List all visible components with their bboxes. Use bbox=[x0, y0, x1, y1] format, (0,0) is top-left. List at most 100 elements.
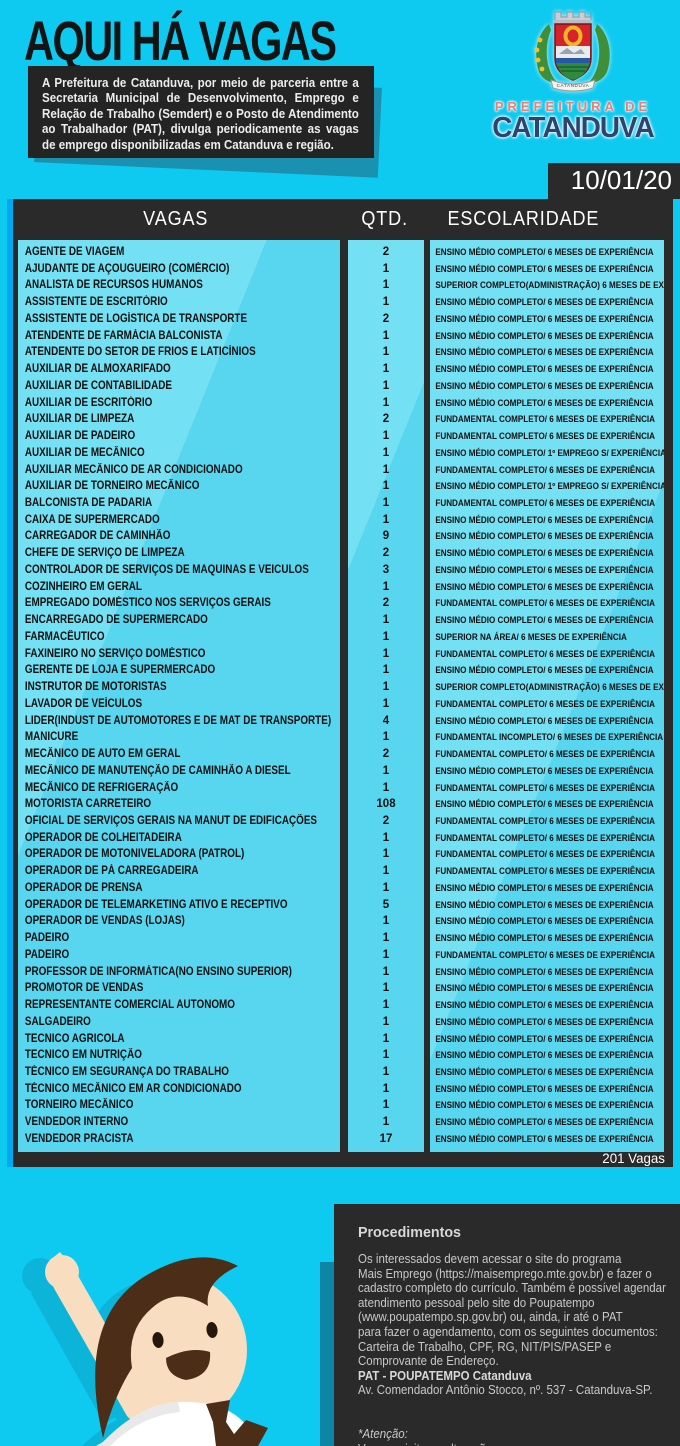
job-title-cell: MECÂNICO DE MANUTENÇÃO DE CAMINHÃO A DIE… bbox=[24, 764, 291, 777]
job-title-cell: FARMACÊUTICO bbox=[24, 630, 105, 643]
job-title-cell: AUXILIAR DE ESCRITÓRIO bbox=[24, 396, 153, 409]
education-cell: ENSINO MÉDIO COMPLETO/ 6 MESES DE EXPERI… bbox=[435, 397, 654, 408]
education-cell: ENSINO MÉDIO COMPLETO/ 6 MESES DE EXPERI… bbox=[435, 330, 654, 341]
job-title-cell: CARREGADOR DE CAMINHÃO bbox=[24, 530, 171, 543]
pat-poupatempo-label: PAT - POUPATEMPO Catanduva bbox=[358, 1368, 532, 1383]
quantity-cell: 1 bbox=[382, 982, 390, 995]
job-title-cell: TECNICO EM NUTRIÇÃO bbox=[24, 1049, 142, 1062]
job-title-cell: MOTORISTA CARRETEIRO bbox=[24, 798, 152, 811]
job-title-cell: FAXINEIRO NO SERVIÇO DOMÉSTICO bbox=[24, 647, 206, 660]
job-title-cell: TÉCNICO MECÂNICO EM AR CONDICIONADO bbox=[24, 1082, 242, 1095]
quantity-cell: 17 bbox=[379, 1132, 393, 1145]
education-cell: FUNDAMENTAL COMPLETO/ 6 MESES DE EXPERIÊ… bbox=[435, 832, 656, 843]
quantity-cell: 1 bbox=[382, 915, 390, 928]
quantity-cell: 2 bbox=[382, 246, 390, 258]
quantity-cell: 1 bbox=[382, 346, 390, 359]
job-title-cell: OPERADOR DE VENDAS (LOJAS) bbox=[24, 915, 185, 928]
quantity-cell: 1 bbox=[382, 681, 390, 694]
education-cell: ENSINO MÉDIO COMPLETO/ 6 MESES DE EXPERI… bbox=[435, 899, 654, 910]
education-cell: FUNDAMENTAL COMPLETO/ 6 MESES DE EXPERIÊ… bbox=[435, 749, 656, 760]
procedures-line: Mais Emprego (https://maisemprego.mte.go… bbox=[358, 1266, 652, 1281]
quantity-cell: 1 bbox=[382, 480, 390, 493]
quantity-cell: 1 bbox=[382, 1032, 390, 1045]
job-title-cell: REPRESENTANTE COMERCIAL AUTONOMO bbox=[24, 999, 235, 1012]
education-cell: FUNDAMENTAL COMPLETO/ 6 MESES DE EXPERIÊ… bbox=[435, 598, 656, 609]
quantity-cell: 5 bbox=[382, 898, 390, 911]
job-title-cell: INSTRUTOR DE MOTORISTAS bbox=[24, 681, 167, 694]
job-title-cell: CHEFE DE SERVIÇO DE LIMPEZA bbox=[24, 547, 185, 560]
quantity-cell: 1 bbox=[382, 999, 390, 1012]
quantity-cell: 2 bbox=[382, 547, 390, 560]
education-cell: FUNDAMENTAL COMPLETO/ 6 MESES DE EXPERIÊ… bbox=[435, 464, 656, 475]
quantity-cell: 1 bbox=[382, 1116, 390, 1129]
job-title-cell: VENDEDOR INTERNO bbox=[24, 1116, 129, 1129]
education-cell: FUNDAMENTAL COMPLETO/ 6 MESES DE EXPERIÊ… bbox=[435, 698, 656, 709]
job-title-cell: ATENDENTE DO SETOR DE FRIOS E LATICÍNIOS bbox=[24, 346, 256, 359]
education-cell: FUNDAMENTAL COMPLETO/ 6 MESES DE EXPERIÊ… bbox=[435, 866, 656, 877]
job-title-cell: AJUDANTE DE AÇOUGUEIRO (COMÉRCIO) bbox=[24, 262, 230, 275]
procedures-panel: Procedimentos Os interessados devem aces… bbox=[334, 1204, 680, 1446]
job-title-cell: OPERADOR DE MOTONIVELADORA (PATROL) bbox=[24, 848, 245, 861]
education-cell: ENSINO MÉDIO COMPLETO/ 6 MESES DE EXPERI… bbox=[435, 765, 654, 776]
quantity-cell: 1 bbox=[382, 1065, 390, 1078]
quantity-cell: 1 bbox=[382, 446, 390, 459]
job-title-cell: ASSISTENTE DE ESCRITÓRIO bbox=[24, 296, 168, 309]
job-title-cell: TECNICO AGRICOLA bbox=[24, 1032, 125, 1045]
job-title-cell: MECÂNICO DE AUTO EM GERAL bbox=[24, 748, 181, 761]
quantity-cell: 1 bbox=[382, 881, 390, 894]
quantity-cell: 2 bbox=[382, 814, 390, 827]
education-column: ENSINO MÉDIO COMPLETO/ 6 MESES DE EXPERI… bbox=[430, 240, 664, 1152]
education-cell: ENSINO MÉDIO COMPLETO/ 6 MESES DE EXPERI… bbox=[435, 1133, 654, 1144]
job-title-cell: MANICURE bbox=[24, 731, 79, 744]
quantity-cell: 2 bbox=[382, 597, 390, 610]
education-cell: ENSINO MÉDIO COMPLETO/ 6 MESES DE EXPERI… bbox=[435, 615, 654, 626]
education-cell: FUNDAMENTAL COMPLETO/ 6 MESES DE EXPERIÊ… bbox=[435, 949, 656, 960]
job-title-cell: AUXILIAR DE TORNEIRO MECÂNICO bbox=[24, 480, 200, 493]
quantity-cell: 1 bbox=[382, 497, 390, 510]
education-cell: FUNDAMENTAL COMPLETO/ 6 MESES DE EXPERIÊ… bbox=[435, 414, 656, 425]
quantity-cell: 1 bbox=[382, 1015, 390, 1028]
education-cell: ENSINO MÉDIO COMPLETO/ 6 MESES DE EXPERI… bbox=[435, 297, 654, 308]
education-cell: FUNDAMENTAL COMPLETO/ 6 MESES DE EXPERIÊ… bbox=[435, 815, 656, 826]
job-title-cell: TÉCNICO EM SEGURANÇA DO TRABALHO bbox=[24, 1065, 229, 1078]
education-cell: ENSINO MÉDIO COMPLETO/ 6 MESES DE EXPERI… bbox=[435, 1083, 654, 1094]
page-title: AQUI HÁ VAGAS bbox=[24, 9, 337, 72]
procedures-line: (www.poupatempo.sp.gov.br) ou, ainda, ir… bbox=[358, 1310, 623, 1325]
education-cell: FUNDAMENTAL COMPLETO/ 6 MESES DE EXPERIÊ… bbox=[435, 648, 656, 659]
vacancies-table: VAGAS QTD. ESCOLARIDADE AGENTE DE VIAGEM… bbox=[7, 199, 673, 1167]
procedures-line: Carteira de Trabalho, CPF, RG, NIT/PIS/P… bbox=[358, 1339, 612, 1354]
education-cell: ENSINO MÉDIO COMPLETO/ 6 MESES DE EXPERI… bbox=[435, 1033, 654, 1044]
education-cell: ENSINO MÉDIO COMPLETO/ 6 MESES DE EXPERI… bbox=[435, 983, 654, 994]
job-title-cell: OPERADOR DE COLHEITADEIRA bbox=[24, 831, 182, 844]
education-cell: ENSINO MÉDIO COMPLETO/ 6 MESES DE EXPERI… bbox=[435, 715, 654, 726]
job-title-cell: OPERADOR DE TELEMARKETING ATIVO E RECEPT… bbox=[24, 898, 288, 911]
education-cell: ENSINO MÉDIO COMPLETO/ 6 MESES DE EXPERI… bbox=[435, 380, 654, 391]
quantity-cell: 1 bbox=[382, 1049, 390, 1062]
quantity-cell: 1 bbox=[382, 664, 390, 677]
attention-text: Vagas sujeitas a alteração. bbox=[358, 1442, 654, 1446]
quantity-cell: 1 bbox=[382, 831, 390, 844]
education-cell: ENSINO MÉDIO COMPLETO/ 6 MESES DE EXPERI… bbox=[435, 1066, 654, 1077]
job-title-cell: SALGADEIRO bbox=[24, 1015, 91, 1028]
education-cell: FUNDAMENTAL COMPLETO/ 6 MESES DE EXPERIÊ… bbox=[435, 849, 656, 860]
education-cell: ENSINO MÉDIO COMPLETO/ 1º EMPREGO S/ EXP… bbox=[435, 481, 664, 492]
quantity-column: 2 1 1 1 2 1 1 1 1 1 2 1 1 1 1 1 1 9 2 3 1 2 1 1 1 1 1 1 4 1 2 1 1 108 2 1 1 1… bbox=[348, 240, 424, 1152]
quantity-cell: 2 bbox=[382, 312, 390, 325]
procedures-body: Os interessados devem acessar o site do … bbox=[358, 1252, 680, 1369]
cartoon-character bbox=[22, 1252, 268, 1446]
job-title-cell: BALCONISTA DE PADARIA bbox=[24, 497, 153, 510]
education-cell: SUPERIOR NA ÁREA/ 6 MESES DE EXPERIÊNCIA bbox=[435, 631, 627, 642]
column-header-escolaridade: ESCOLARIDADE bbox=[447, 208, 600, 230]
education-cell: ENSINO MÉDIO COMPLETO/ 6 MESES DE EXPERI… bbox=[435, 564, 654, 575]
quantity-cell: 2 bbox=[382, 748, 390, 761]
total-vacancies-label: 201 Vagas bbox=[602, 1150, 665, 1166]
procedures-line: Comprovante de Endereço. bbox=[358, 1354, 499, 1369]
quantity-cell: 1 bbox=[382, 697, 390, 710]
city-logo: CATANDUVA PREFEITURA DE CATANDUVA bbox=[488, 10, 658, 145]
education-cell: ENSINO MÉDIO COMPLETO/ 6 MESES DE EXPERI… bbox=[435, 263, 654, 274]
column-header-vagas: VAGAS bbox=[143, 208, 209, 230]
job-title-cell: OFICIAL DE SERVIÇOS GERAIS NA MANUT DE E… bbox=[24, 814, 318, 827]
job-title-cell: AUXILIAR DE LIMPEZA bbox=[24, 413, 135, 426]
education-cell: FUNDAMENTAL INCOMPLETO/ 6 MESES DE EXPER… bbox=[435, 732, 664, 743]
